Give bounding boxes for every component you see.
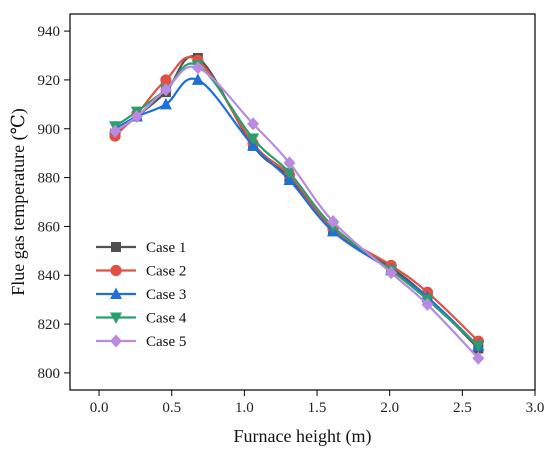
data-point <box>472 341 485 353</box>
y-tick-label: 940 <box>38 24 61 40</box>
data-point <box>160 74 172 86</box>
legend-swatch-marker <box>110 312 122 324</box>
data-point <box>159 97 172 110</box>
legend-item: Case 4 <box>96 311 187 327</box>
tick-layer: 0.0 0.5 1.0 1.5 2.0 2.5 3.0 800 820 840 860 880 900 9… <box>38 24 545 416</box>
x-tick-label: 0.5 <box>162 400 181 416</box>
x-tick-label: 0.0 <box>90 400 109 416</box>
plot-frame-layer <box>69 13 536 391</box>
y-tick-label: 840 <box>38 268 61 284</box>
x-tick-label: 1.5 <box>308 400 327 416</box>
data-point <box>421 298 434 312</box>
y-tick-label: 860 <box>38 219 61 235</box>
data-point <box>247 117 260 131</box>
plot-frame <box>69 13 536 391</box>
data-point <box>191 73 204 85</box>
y-tick-label: 800 <box>38 366 61 382</box>
series-line <box>114 77 480 347</box>
legend-label: Case 5 <box>146 334 186 350</box>
x-tick-label: 1.0 <box>235 400 254 416</box>
series-line <box>114 62 480 347</box>
y-tick-label: 900 <box>38 122 61 138</box>
series-5 <box>109 61 485 365</box>
legend-swatch-marker <box>110 334 122 348</box>
legend-item: Case 3 <box>96 287 186 303</box>
data-point <box>191 61 204 75</box>
legend-item: Case 5 <box>96 334 186 350</box>
data-point <box>247 133 260 146</box>
y-tick-label: 820 <box>38 317 61 333</box>
data-point <box>327 215 340 229</box>
legend-label: Case 1 <box>146 240 186 256</box>
data-point <box>472 351 485 365</box>
legend-swatch-marker <box>110 264 122 277</box>
x-tick-label: 3.0 <box>526 400 545 416</box>
legend-label: Case 2 <box>146 264 186 280</box>
legend: Case 1 Case 2 Case 3 Case 4 Case 5 <box>96 240 187 350</box>
data-point <box>385 266 398 280</box>
x-axis-label: Furnace height (m) <box>234 426 372 447</box>
y-tick-label: 920 <box>38 73 61 89</box>
series-line <box>114 65 480 360</box>
legend-label: Case 4 <box>146 311 187 327</box>
legend-swatch-marker <box>110 287 122 299</box>
series-layer <box>109 52 485 365</box>
x-tick-label: 2.0 <box>380 400 399 416</box>
data-point <box>283 167 296 180</box>
data-point <box>130 110 143 124</box>
legend-item: Case 2 <box>96 264 186 280</box>
y-tick-label: 880 <box>38 171 61 187</box>
data-point <box>159 83 172 97</box>
y-axis-label: Flue gas temperature (℃) <box>8 108 29 296</box>
data-point <box>283 173 296 186</box>
legend-item: Case 1 <box>96 240 186 256</box>
data-point <box>109 124 122 138</box>
legend-swatch-marker <box>111 242 121 252</box>
x-tick-label: 2.5 <box>453 400 472 416</box>
data-point <box>247 139 260 151</box>
legend-label: Case 3 <box>146 287 186 303</box>
series-line <box>114 56 480 342</box>
data-point <box>283 156 296 170</box>
